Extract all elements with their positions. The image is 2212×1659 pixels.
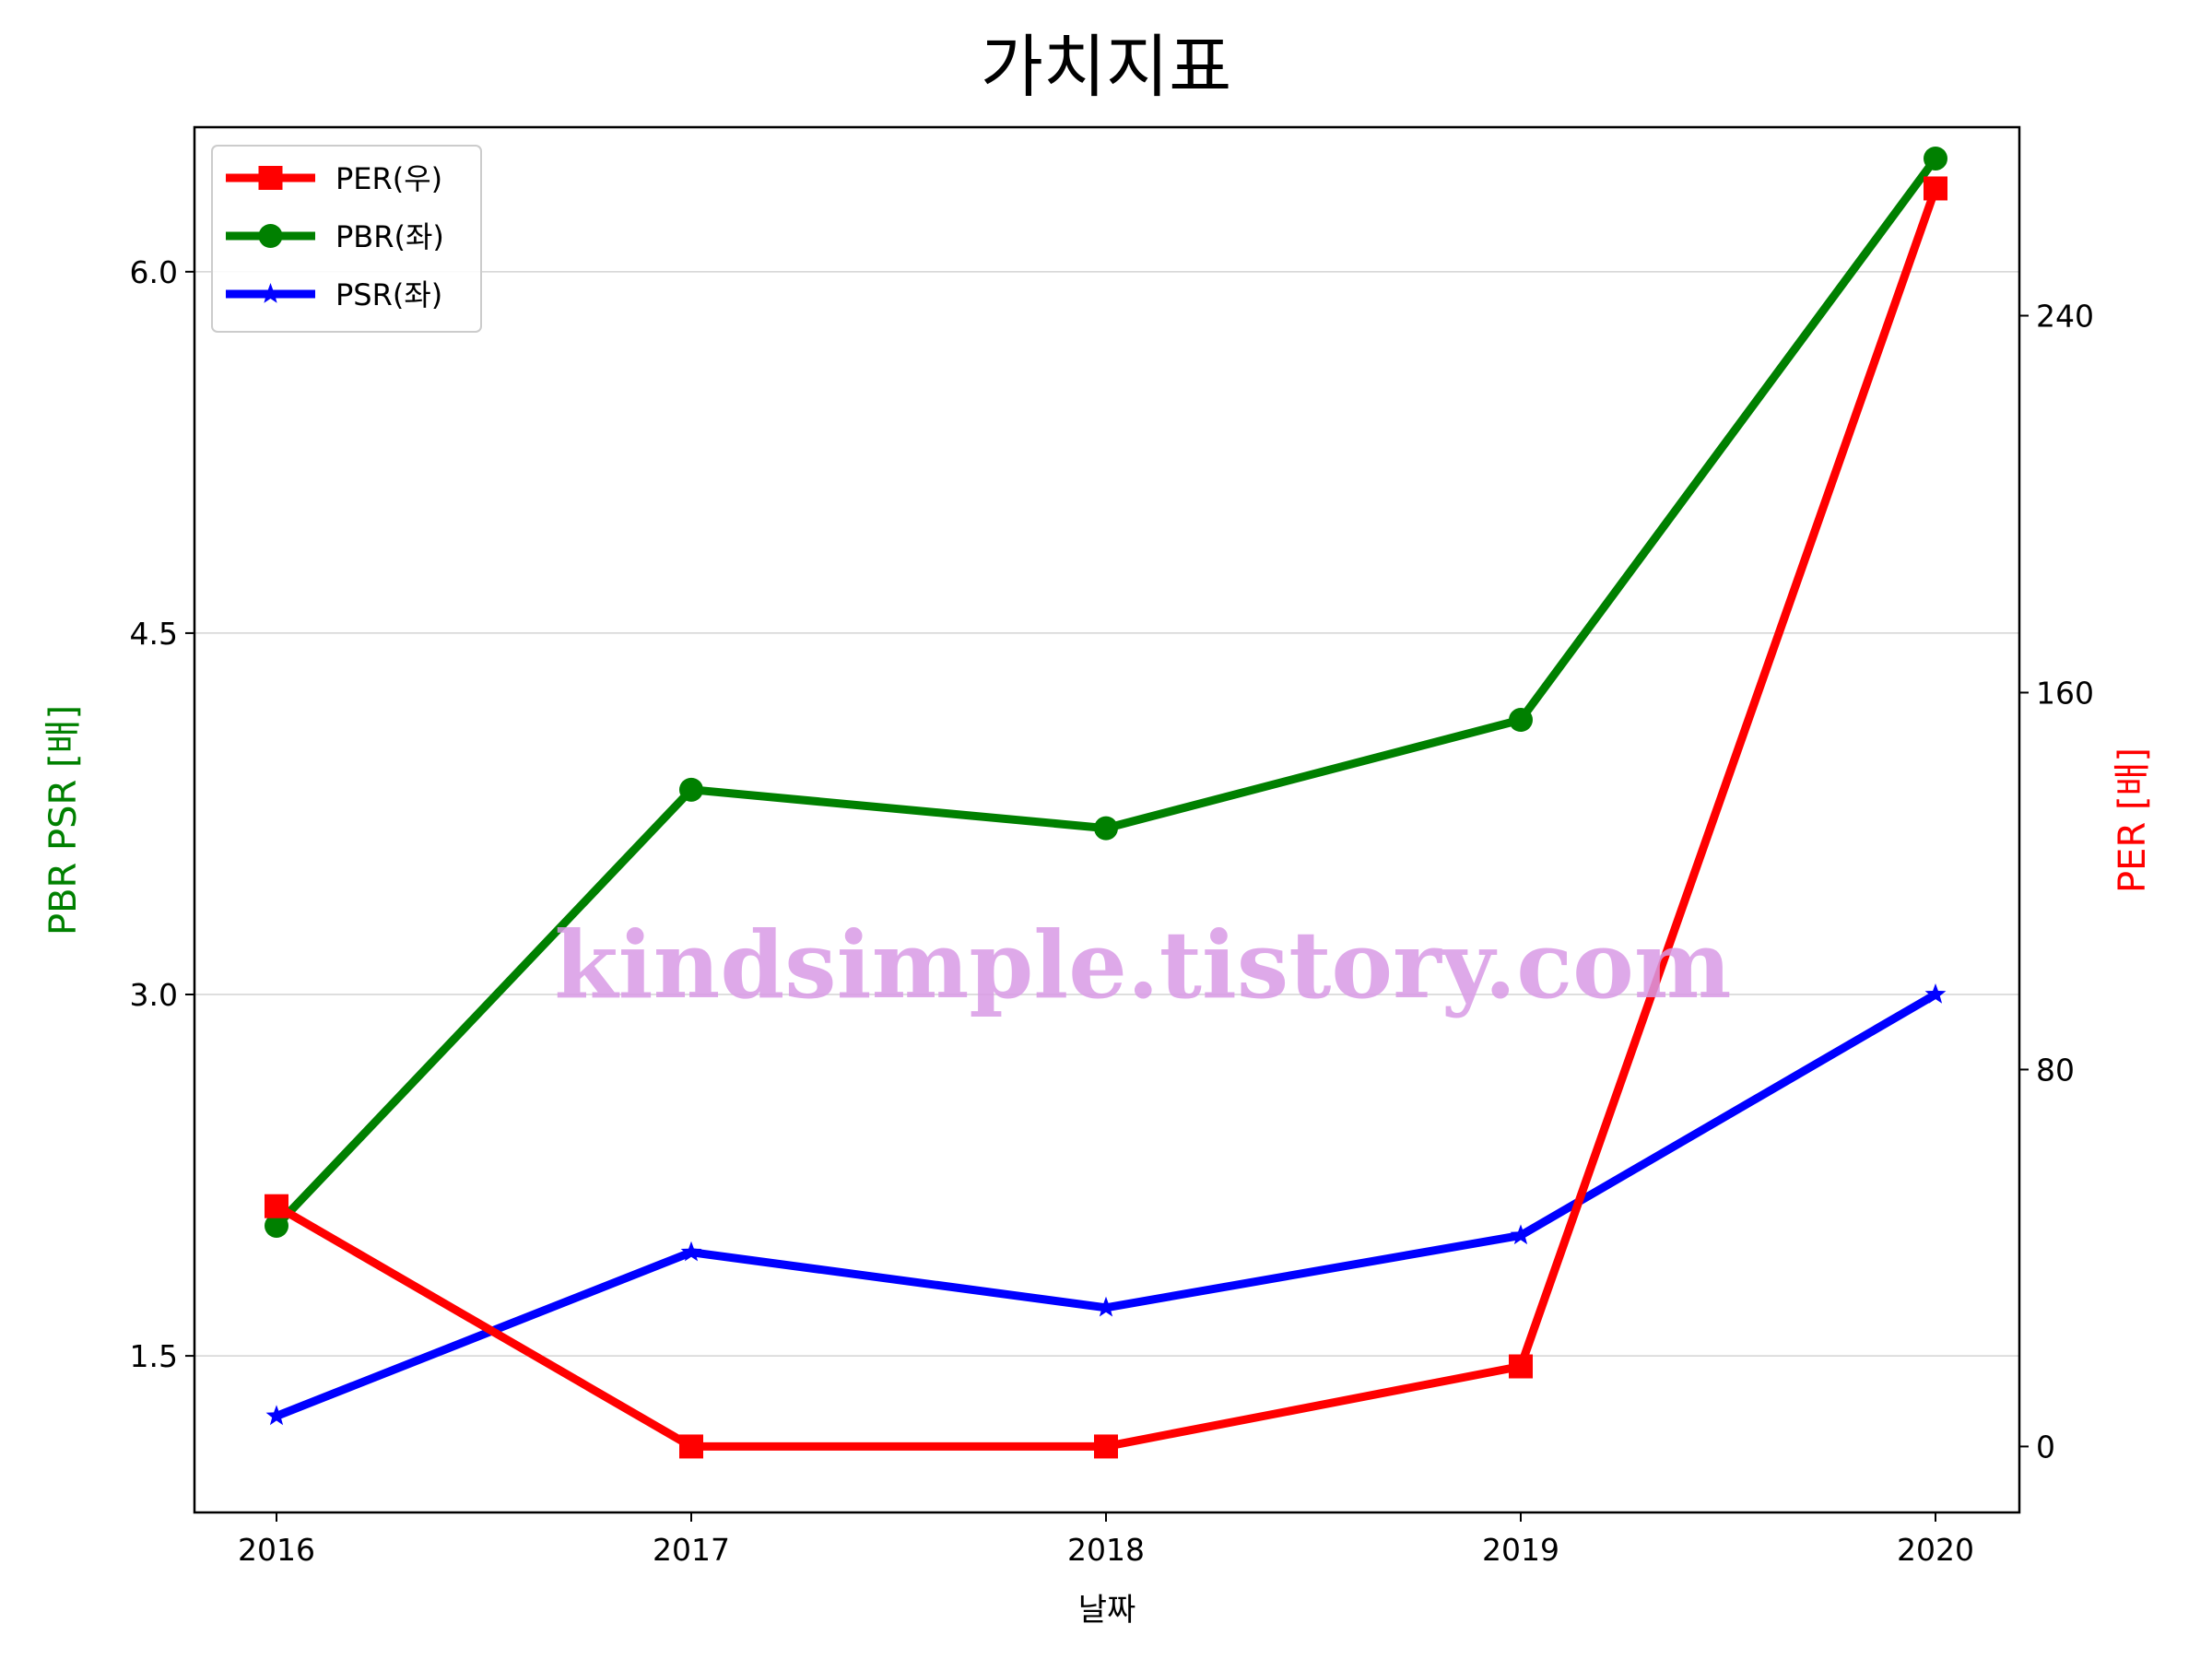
data-point — [679, 777, 703, 802]
data-point — [680, 1241, 702, 1262]
right-tick-label: 240 — [2036, 298, 2094, 334]
data-point — [1510, 1224, 1532, 1245]
data-point — [1094, 1434, 1118, 1459]
legend-box — [211, 145, 482, 333]
data-point — [1094, 816, 1118, 841]
left-tick-label: 3.0 — [130, 977, 178, 1013]
right-tick-label: 0 — [2036, 1429, 2055, 1465]
legend-label: PBR(좌) — [335, 219, 444, 254]
right-axis-label: PER [배] — [2112, 747, 2154, 893]
watermark: kindsimple.tistory.com — [554, 911, 1731, 1019]
data-point — [1924, 146, 1947, 171]
series-markers — [265, 146, 1947, 1459]
data-point — [1509, 1354, 1533, 1379]
right-tick-label: 80 — [2036, 1052, 2075, 1088]
x-tick-label: 2020 — [1897, 1532, 1974, 1568]
chart-title: 가치지표 — [981, 28, 1231, 107]
x-axis-ticks: 2016 2017 2018 2019 2020 — [238, 1512, 1974, 1568]
data-point — [1509, 708, 1533, 733]
legend-marker — [258, 224, 283, 248]
left-tick-label: 4.5 — [130, 616, 178, 652]
right-axis-ticks: 0 80 160 240 — [2019, 298, 2094, 1465]
right-tick-label: 160 — [2036, 675, 2094, 711]
x-tick-label: 2019 — [1482, 1532, 1559, 1568]
legend-marker — [260, 283, 281, 303]
data-point — [1924, 176, 1947, 201]
left-tick-label: 6.0 — [130, 254, 178, 290]
left-tick-label: 1.5 — [130, 1338, 178, 1374]
data-point — [1924, 983, 1947, 1004]
left-axis-label: PBR PSR [배] — [42, 705, 85, 935]
x-axis-label: 날짜 — [1078, 1592, 1136, 1629]
x-tick-label: 2017 — [653, 1532, 730, 1568]
data-point — [265, 1213, 288, 1238]
legend: PER(우) PBR(좌) PSR(좌) — [211, 145, 482, 333]
left-axis-ticks: 1.5 3.0 4.5 6.0 — [130, 254, 194, 1374]
legend-label: PER(우) — [335, 161, 442, 196]
data-point — [265, 1194, 288, 1218]
legend-label: PSR(좌) — [335, 277, 442, 312]
data-point — [265, 1405, 288, 1426]
x-tick-label: 2018 — [1067, 1532, 1145, 1568]
x-tick-label: 2016 — [238, 1532, 315, 1568]
legend-marker — [258, 166, 283, 190]
data-point — [679, 1434, 703, 1459]
data-point — [1095, 1296, 1117, 1317]
